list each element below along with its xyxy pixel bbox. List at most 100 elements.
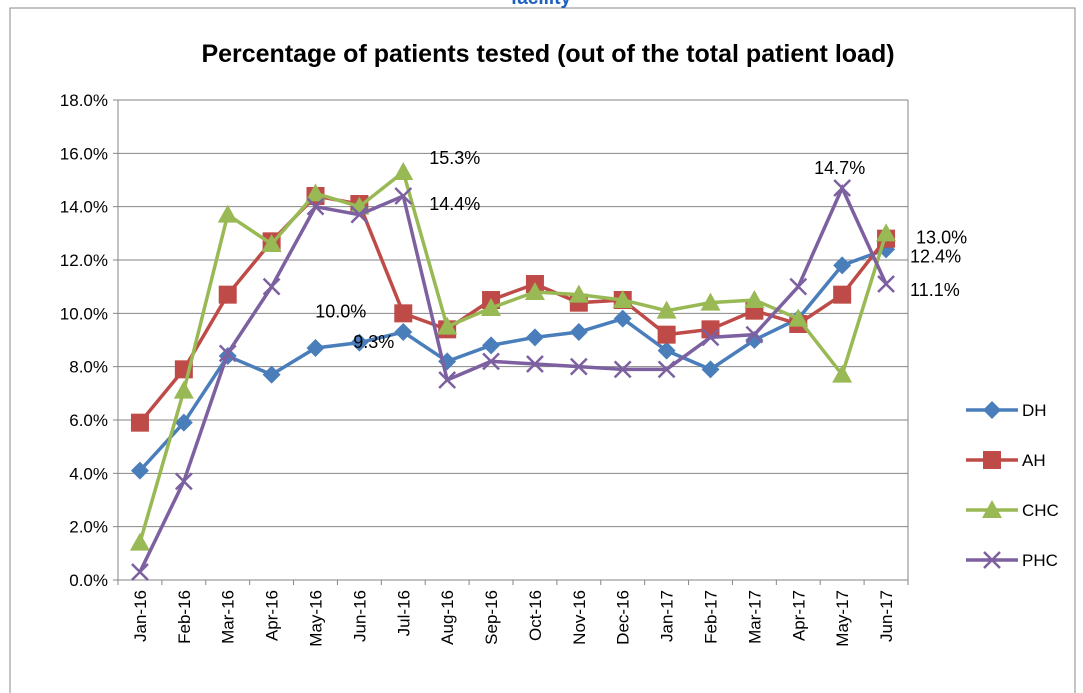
y-tick-label: 0.0% (69, 571, 108, 590)
marker (833, 285, 852, 304)
marker (877, 275, 895, 293)
marker (657, 341, 676, 360)
x-tick-label: May-17 (833, 590, 852, 647)
x-tick-label: Feb-17 (702, 590, 721, 644)
marker (525, 328, 544, 347)
x-tick-label: Jun-16 (350, 590, 369, 642)
data-label: 11.1% (910, 280, 960, 300)
marker (656, 300, 677, 319)
marker (613, 360, 632, 379)
marker (568, 284, 589, 303)
y-tick-label: 4.0% (69, 464, 108, 483)
marker (130, 413, 149, 432)
marker (217, 204, 238, 223)
legend-label: CHC (1022, 501, 1059, 520)
legend-marker (982, 500, 1002, 518)
marker (174, 472, 193, 491)
legend-marker (983, 451, 1001, 469)
marker (657, 360, 676, 379)
marker (393, 162, 414, 180)
x-tick-label: Apr-16 (263, 590, 282, 641)
y-tick-label: 10.0% (60, 304, 108, 323)
y-tick-label: 14.0% (60, 198, 108, 217)
chart-frame (9, 7, 1076, 693)
y-tick-label: 16.0% (60, 144, 108, 163)
data-label: 15.3% (429, 148, 480, 168)
data-label: 14.4% (429, 194, 480, 214)
x-tick-label: Dec-16 (614, 590, 633, 645)
marker (438, 371, 457, 389)
x-tick-label: Jan-16 (131, 590, 150, 642)
x-tick-label: Jun-17 (877, 590, 896, 642)
marker (832, 364, 853, 383)
marker (701, 360, 720, 379)
data-label: 9.3% (353, 332, 394, 352)
data-label: 13.0% (916, 227, 967, 247)
marker (394, 187, 413, 205)
data-label: 10.0% (315, 301, 366, 321)
marker (131, 563, 149, 581)
marker (789, 277, 808, 296)
marker (394, 304, 413, 323)
marker (350, 333, 369, 352)
data-label: 14.7% (814, 158, 865, 178)
marker (261, 234, 282, 252)
marker (569, 357, 588, 376)
x-tick-label: Apr-17 (789, 590, 808, 641)
marker (744, 290, 765, 308)
y-tick-label: 2.0% (69, 518, 108, 537)
marker (526, 355, 544, 373)
marker (876, 223, 897, 242)
legend-label: PHC (1022, 551, 1058, 570)
x-tick-label: Oct-16 (526, 590, 545, 641)
y-tick-label: 18.0% (60, 91, 108, 110)
x-tick-label: Sep-16 (482, 590, 501, 645)
x-tick-label: May-16 (307, 590, 326, 647)
series-line (138, 247, 887, 472)
data-label: 12.4% (910, 246, 961, 266)
marker (701, 328, 720, 347)
marker (700, 292, 721, 311)
legend-marker (983, 401, 1001, 419)
marker (305, 183, 326, 202)
x-tick-label: Feb-16 (175, 590, 194, 644)
legend-label: AH (1022, 451, 1046, 470)
marker (218, 285, 237, 304)
marker (788, 308, 809, 327)
x-tick-label: Nov-16 (570, 590, 589, 645)
marker (262, 365, 281, 384)
marker (174, 413, 193, 432)
marker (569, 323, 588, 341)
marker (833, 256, 852, 275)
marker (173, 380, 194, 399)
marker (833, 179, 852, 197)
marker (394, 323, 413, 341)
marker (218, 344, 237, 363)
series-line (138, 169, 888, 544)
chart-title: Percentage of patients tested (out of th… (201, 40, 894, 68)
marker (482, 336, 501, 355)
x-tick-label: Jan-17 (658, 590, 677, 642)
marker (612, 290, 633, 308)
y-tick-label: 12.0% (60, 251, 108, 270)
chart-subtitle: facility (511, 0, 572, 9)
marker (657, 325, 676, 344)
marker (306, 197, 325, 216)
marker (745, 325, 764, 344)
x-tick-label: Mar-16 (219, 590, 238, 644)
marker (613, 309, 632, 328)
x-tick-label: Jul-16 (394, 590, 413, 636)
legend-marker (983, 551, 1001, 569)
marker (437, 316, 458, 335)
legend-label: DH (1022, 401, 1047, 420)
marker (481, 298, 502, 316)
y-tick-label: 8.0% (69, 358, 108, 377)
marker (130, 461, 149, 480)
marker (482, 352, 500, 371)
marker (306, 339, 325, 357)
marker (350, 205, 369, 224)
y-tick-label: 6.0% (69, 411, 108, 430)
x-tick-label: Aug-16 (438, 590, 457, 645)
marker (524, 282, 545, 300)
